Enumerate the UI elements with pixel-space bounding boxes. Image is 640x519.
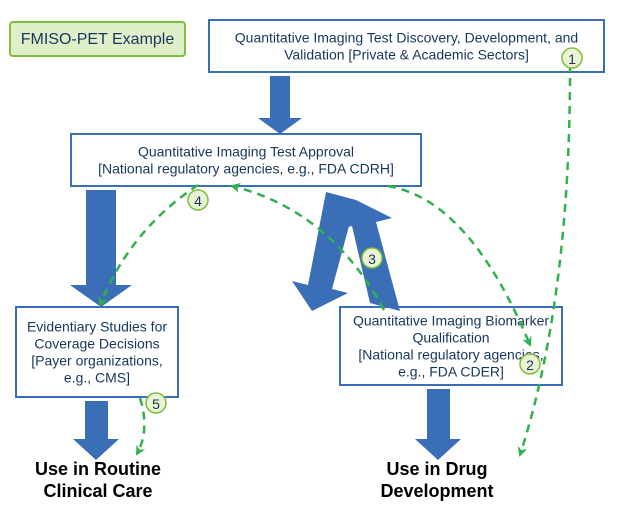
approval-to-qualification-down: [292, 192, 356, 311]
terminal-drug: Use in DrugDevelopment: [380, 459, 493, 501]
dash-1: [520, 50, 570, 455]
approval-to-evidentiary: [70, 190, 132, 307]
example-label-text: FMISO-PET Example: [21, 31, 175, 48]
evidentiary-to-clinical: [73, 401, 119, 460]
node-discovery-text: Quantitative Imaging Test Discovery, Dev…: [235, 30, 578, 63]
badge-5-text: 5: [152, 396, 160, 412]
badge-2-text: 2: [526, 357, 534, 373]
badge-3-text: 3: [368, 251, 376, 267]
badge-1-text: 1: [568, 51, 576, 67]
qualification-to-drug: [415, 389, 461, 460]
dash-5: [137, 398, 144, 454]
node-approval-text: Quantitative Imaging Test Approval[Natio…: [98, 144, 394, 177]
terminal-clinical: Use in RoutineClinical Care: [35, 459, 161, 501]
discovery-to-approval: [258, 76, 302, 134]
badge-4-text: 4: [194, 193, 202, 209]
